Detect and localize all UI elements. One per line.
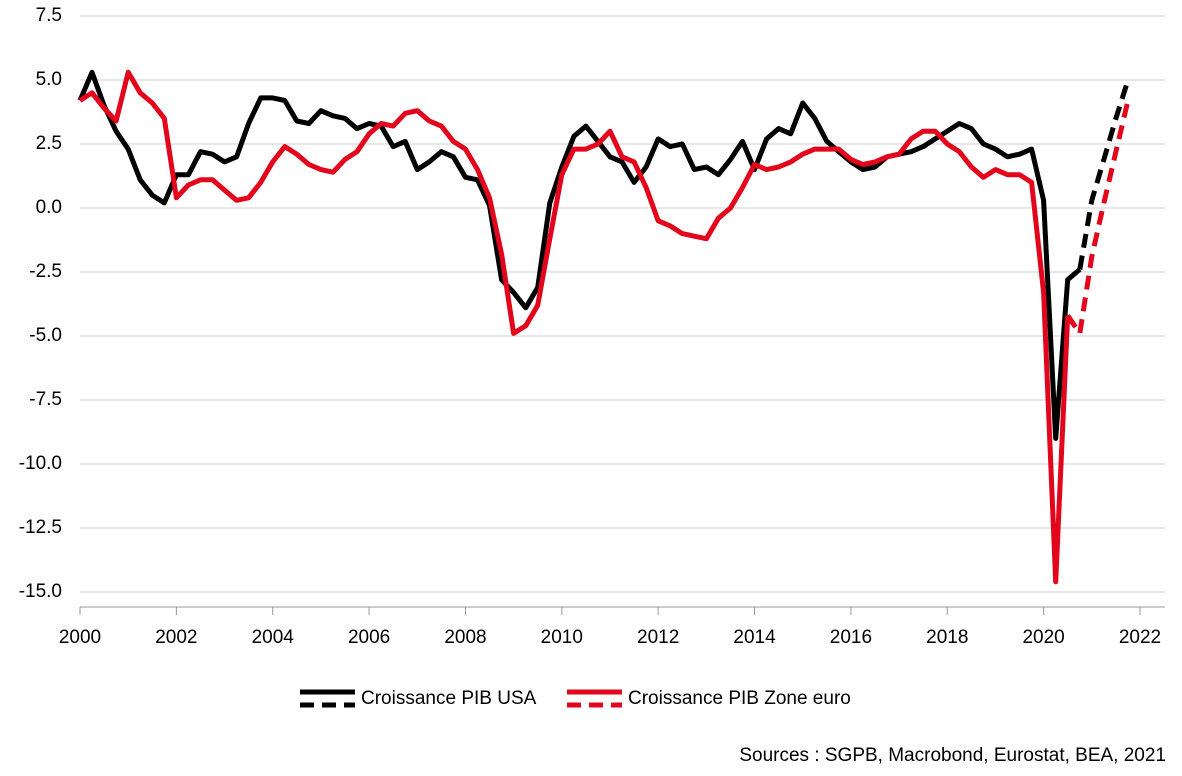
source-note: Sources : SGPB, Macrobond, Eurostat, BEA… — [739, 745, 1166, 766]
y-tick-label: -2.5 — [29, 261, 62, 282]
y-tick-label: 0.0 — [36, 197, 62, 218]
x-tick-label: 2012 — [637, 627, 679, 648]
y-tick-label: -12.5 — [19, 517, 62, 538]
y-tick-label: -10.0 — [19, 453, 62, 474]
x-tick-label: 2010 — [541, 627, 583, 648]
y-tick-label: -15.0 — [19, 581, 62, 602]
x-tick-label: 2016 — [830, 627, 872, 648]
x-tick-label: 2014 — [733, 627, 776, 648]
x-tick-label: 2018 — [926, 627, 968, 648]
y-tick-label: 7.5 — [36, 5, 62, 26]
y-tick-label: 5.0 — [36, 69, 62, 90]
y-tick-label: 2.5 — [36, 133, 62, 154]
forecast-line — [1077, 79, 1131, 270]
series-line — [77, 69, 1082, 441]
legend-label: Croissance PIB USA — [361, 688, 537, 709]
legend-item: Croissance PIB USA — [300, 688, 537, 709]
forecast-line — [1065, 99, 1131, 336]
x-tick-label: 2022 — [1119, 627, 1161, 648]
legend-label: Croissance PIB Zone euro — [628, 688, 851, 709]
legend-item: Croissance PIB Zone euro — [567, 688, 851, 709]
x-tick-label: 2006 — [348, 627, 390, 648]
x-tick-label: 2000 — [59, 627, 101, 648]
x-tick-label: 2008 — [444, 627, 486, 648]
x-tick-label: 2004 — [252, 627, 295, 648]
y-tick-label: -7.5 — [29, 389, 62, 410]
x-tick-label: 2020 — [1022, 627, 1064, 648]
series-line — [78, 69, 1071, 585]
y-tick-label: -5.0 — [29, 325, 62, 346]
x-tick-label: 2002 — [155, 627, 197, 648]
